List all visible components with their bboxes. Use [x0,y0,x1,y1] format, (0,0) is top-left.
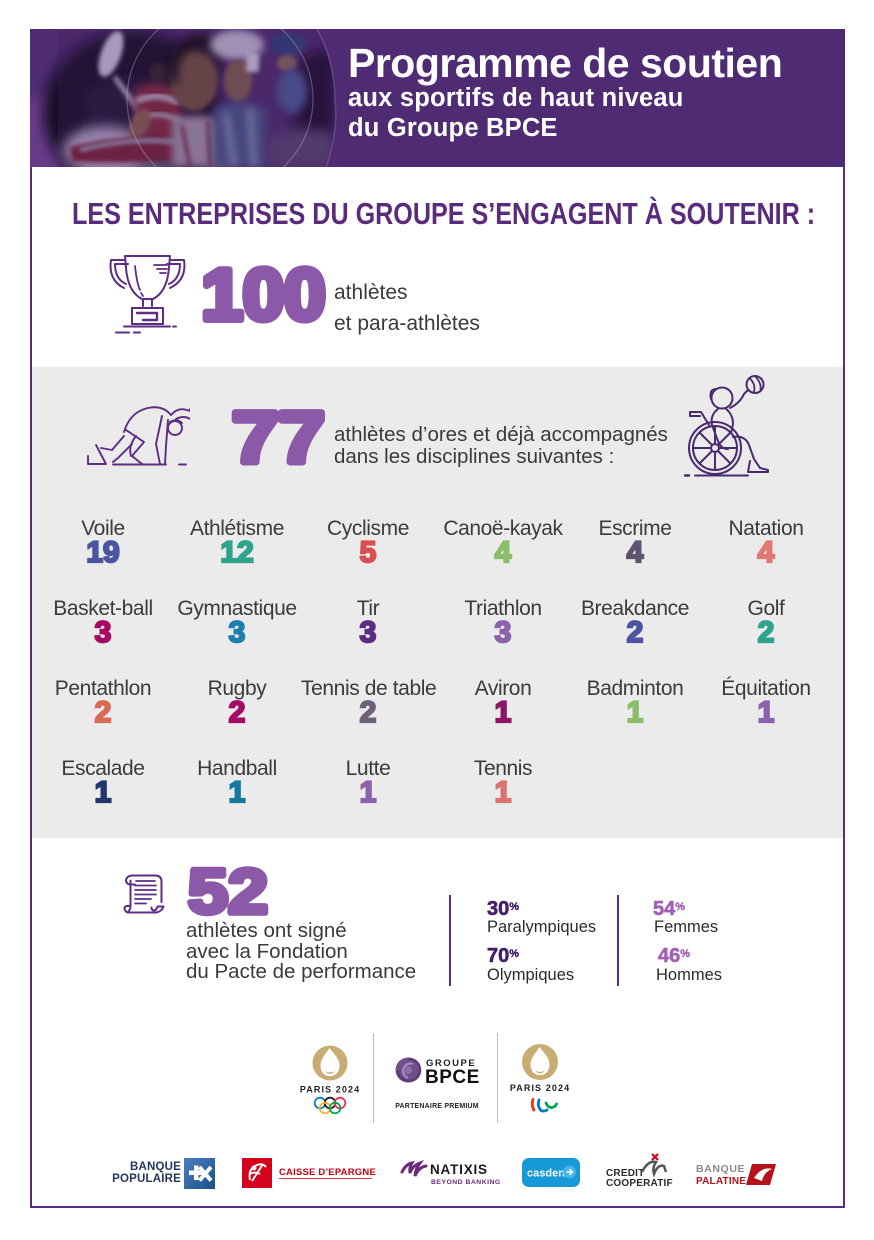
svg-text:CREDIT: CREDIT [606,1168,644,1179]
svg-text:BPCE: BPCE [425,1067,480,1088]
svg-text:52: 52 [188,858,268,920]
svg-text:PARTENAIRE PREMIUM: PARTENAIRE PREMIUM [395,1103,479,1110]
svg-text:BEYOND BANKING: BEYOND BANKING [431,1179,501,1186]
svg-text:casden: casden [527,1168,565,1180]
svg-text:PARIS 2024: PARIS 2024 [300,1085,360,1095]
svg-text:COOPERATIF: COOPERATIF [606,1178,673,1189]
svg-text:PARIS 2024: PARIS 2024 [510,1083,570,1093]
svg-text:100: 100 [202,256,326,328]
svg-text:GROUPE: GROUPE [426,1058,476,1069]
svg-text:BANQUE: BANQUE [696,1163,745,1175]
svg-text:CAISSE D’EPARGNE: CAISSE D’EPARGNE [279,1167,376,1178]
svg-text:NATIXIS: NATIXIS [430,1162,488,1177]
svg-text:PALATINE: PALATINE [696,1176,746,1187]
svg-text:77: 77 [232,398,325,470]
